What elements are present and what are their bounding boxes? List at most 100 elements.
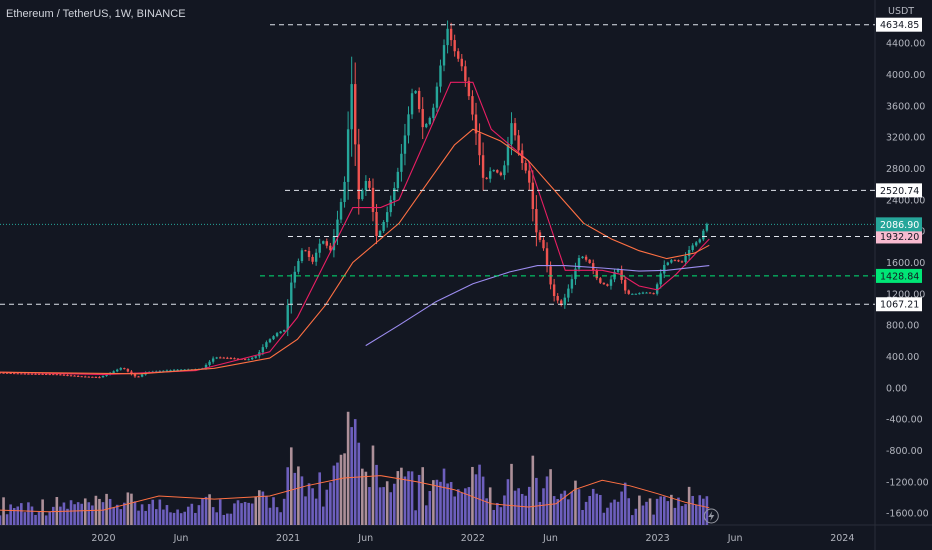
volume-bar [524,495,528,525]
y-tick-label: 400.00 [886,352,919,363]
volume-bar [648,498,652,525]
candle-body [584,256,588,260]
volume-bar [172,512,176,525]
candle-body [243,359,247,361]
candle-body [442,45,446,66]
candle-body [261,347,265,353]
candle-body [361,190,364,200]
volume-bar [496,502,499,525]
candle-body [631,293,634,295]
candle-body [112,371,115,373]
volume-bar [652,514,655,525]
candle-body [556,296,559,301]
candle-body [343,181,346,203]
volume-bar [112,507,115,525]
volume-bar [680,506,684,525]
candle-body [140,374,144,377]
volume-bar [570,491,574,525]
volume-bar [83,498,87,525]
candle-body [474,114,478,134]
x-tick-label: Jun [727,533,743,544]
candle-body [91,376,94,378]
candle-body [9,373,12,375]
volume-bar [265,496,268,525]
volume-bar [20,503,23,525]
candle-body [528,170,531,183]
candle-body [158,371,162,373]
volume-bar [545,476,549,525]
volume-bar [126,492,130,525]
volume-bar [272,497,275,525]
volume-bar [243,501,247,525]
volume-bar [98,498,101,525]
candle-body [517,135,520,151]
candle-body [574,268,577,280]
candle-body [684,255,687,263]
volume-bar [350,427,353,525]
candle-body [606,284,609,286]
candle-body [396,171,400,188]
candle-body [485,177,488,179]
candle-body [421,109,424,128]
volume-bar [492,509,496,525]
candle-body [705,224,709,231]
volume-bar [154,509,158,525]
candle-body [297,261,300,272]
candle-body [627,290,630,294]
volume-bar [630,515,634,525]
volume-bar [357,442,361,525]
candle-body [211,358,215,362]
x-tick-label: 2024 [830,533,854,544]
volume-bar [194,512,197,525]
candle-body [290,282,293,306]
volume-bar [510,463,513,525]
candle-body [169,370,172,372]
volume-bar [691,495,694,525]
volume-bar [499,507,503,525]
candle-body [286,305,289,331]
volume-bar [442,468,446,525]
volume-bar [478,464,481,525]
volume-bar [567,499,570,525]
volume-bar [240,503,243,525]
candle-body [695,242,698,246]
candle-body [364,181,368,191]
volume-bar [51,506,55,525]
candle-body [378,231,382,237]
candle-body [371,187,375,212]
candle-body [652,293,655,295]
candle-body [101,375,105,378]
volume-bar [258,490,261,525]
y-tick-label: 2800.00 [886,164,925,175]
candle-body [542,239,545,249]
volume-bar [424,505,428,525]
volume-bar [371,445,375,525]
y-tick-label: 800.00 [886,321,919,332]
volume-bar [616,501,620,525]
candle-body [69,375,73,377]
candle-body [670,260,673,263]
candle-body [268,339,272,343]
volume-bar [620,491,623,525]
volume-bar [435,479,439,525]
volume-bar [606,507,609,525]
volume-bar [247,502,250,525]
volume-bar [361,468,364,525]
candle-body [41,373,44,375]
lightning-icon-glyph [708,511,715,521]
candle-body [236,358,240,360]
volume-bar [574,480,577,525]
candle-body [478,133,481,156]
candle-body [354,84,357,145]
candle-body [293,271,297,283]
candle-body [481,155,485,178]
candle-body [304,250,307,252]
ma-fast-line [0,81,710,376]
volume-bar [69,500,73,525]
candle-body [545,248,549,267]
volume-bar [297,466,300,525]
candle-body [275,333,279,337]
volume-bar [485,498,488,525]
candle-body [52,374,55,376]
